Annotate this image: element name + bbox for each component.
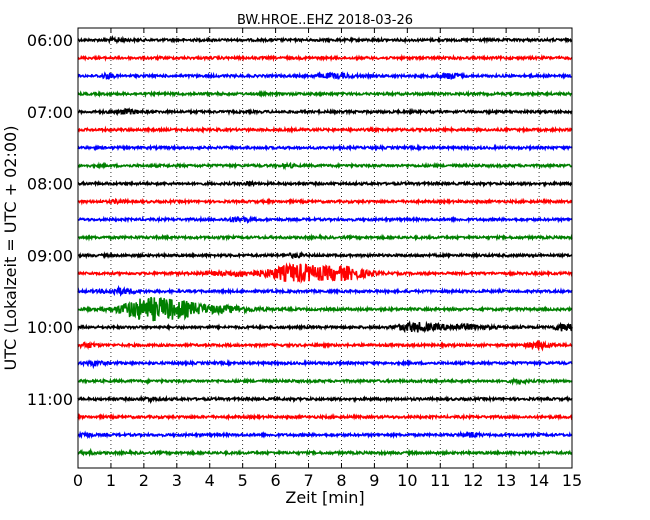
trace-0645	[77, 89, 573, 98]
x-tick-label: 6	[271, 471, 281, 490]
trace-1115	[77, 412, 573, 422]
trace-0700	[77, 107, 573, 117]
x-tick-label: 10	[397, 471, 417, 490]
trace-1015	[77, 339, 573, 352]
x-tick-label: 1	[106, 471, 116, 490]
y-tick-label: 08:00	[27, 175, 73, 194]
trace-0745	[77, 161, 573, 171]
x-tick-label: 2	[139, 471, 149, 490]
x-axis-label: Zeit [min]	[285, 488, 364, 507]
y-axis-label: UTC (Lokalzeit = UTC + 02:00)	[1, 126, 20, 371]
trace-1000	[77, 320, 573, 334]
y-tick-label: 11:00	[27, 390, 73, 409]
y-tick-label: 10:00	[27, 318, 73, 337]
trace-0930	[77, 284, 573, 297]
trace-1130	[77, 430, 573, 440]
trace-0715	[77, 125, 573, 135]
trace-0730	[77, 143, 573, 152]
x-tick-label: 8	[336, 471, 346, 490]
trace-0630	[77, 70, 573, 81]
chart-title: BW.HROE..EHZ 2018-03-26	[237, 13, 413, 28]
trace-1045	[77, 377, 573, 386]
x-tick-label: 0	[73, 471, 83, 490]
trace-1030	[77, 358, 573, 370]
trace-0830	[77, 214, 573, 225]
x-tick-label: 7	[303, 471, 313, 490]
trace-1145	[77, 447, 573, 458]
trace-0815	[77, 197, 573, 206]
axis-ticks: 0 1 2 3 4 5 6 7 8 9 10 11 12 13 14 1506:0007:0008:0009:…	[27, 28, 582, 490]
trace-1100	[77, 394, 573, 405]
plot-frame	[77, 27, 573, 469]
x-tick-label: 11	[430, 471, 450, 490]
trace-0945	[77, 296, 573, 322]
seismogram-traces	[77, 34, 573, 458]
x-tick-label: 14	[529, 471, 549, 490]
x-tick-label: 9	[369, 471, 379, 490]
trace-0800	[77, 179, 573, 188]
trace-0600	[77, 34, 573, 45]
trace-0900	[77, 250, 573, 260]
x-tick-label: 3	[172, 471, 182, 490]
grid-lines	[110, 28, 540, 468]
y-tick-label: 06:00	[27, 31, 73, 50]
x-tick-label: 15	[562, 471, 582, 490]
trace-0845	[77, 233, 573, 242]
trace-0915	[77, 262, 573, 284]
x-tick-label: 4	[205, 471, 215, 490]
trace-0615	[77, 53, 573, 63]
x-tick-label: 13	[496, 471, 516, 490]
y-tick-label: 09:00	[27, 246, 73, 265]
x-tick-label: 5	[238, 471, 248, 490]
y-tick-label: 07:00	[27, 103, 73, 122]
x-tick-label: 12	[463, 471, 483, 490]
